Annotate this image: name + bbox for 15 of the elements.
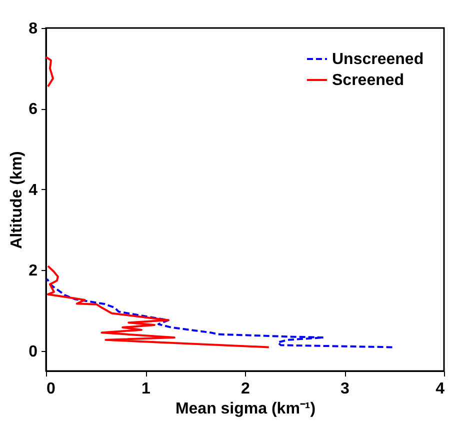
y-tick-label: 4 — [28, 182, 38, 199]
x-tick-label: 4 — [436, 380, 445, 398]
line-series — [46, 278, 394, 348]
y-tick-label: 2 — [28, 262, 38, 280]
y-tick-label: 6 — [28, 101, 38, 118]
y-tick-label: 8 — [28, 20, 38, 38]
legend-label: Unscreened — [332, 51, 424, 68]
x-tick-label: 3 — [340, 380, 350, 398]
x-tick-label: 2 — [241, 380, 250, 398]
legend-label: Screened — [332, 72, 404, 89]
x-tick-label: 0 — [46, 380, 56, 398]
y-tick-label: 0 — [28, 343, 38, 360]
x-tick-label: 1 — [142, 380, 151, 398]
x-axis-title: Mean sigma (km⁻¹) — [175, 400, 316, 418]
y-axis-title: Altitude (km) — [8, 151, 26, 249]
